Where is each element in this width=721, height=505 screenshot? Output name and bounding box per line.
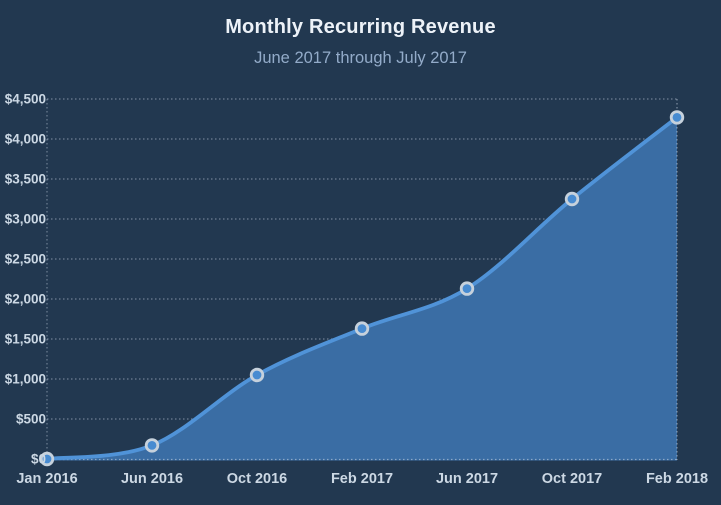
data-point-marker [669,110,685,125]
x-tick-label: Jun 2017 [436,471,498,487]
x-tick-label: Feb 2018 [646,471,708,487]
y-tick-label: $0 [31,452,46,467]
y-tick-label: $2,500 [5,252,46,267]
y-tick-label: $4,000 [5,132,46,147]
chart-subtitle: June 2017 through July 2017 [254,49,467,67]
data-point-marker [144,438,160,453]
data-point-marker [354,321,370,336]
y-tick-label: $2,000 [5,292,46,307]
revenue-area [47,117,677,461]
x-tick-label: Feb 2017 [331,471,393,487]
x-tick-label: Jan 2016 [16,471,77,487]
data-point-marker [39,451,55,467]
y-tick-label: $4,500 [5,92,46,107]
data-point-marker [249,367,265,383]
x-tick-label: Oct 2017 [542,471,602,487]
y-tick-label: $1,000 [5,372,46,387]
data-point-marker [564,191,580,207]
x-tick-label: Oct 2016 [227,471,287,487]
y-tick-label: $500 [16,412,46,427]
y-tick-label: $3,500 [5,172,46,187]
y-tick-label: $3,000 [5,212,46,227]
data-point-marker [459,281,475,296]
y-tick-label: $1,500 [5,332,46,347]
x-tick-label: Jun 2016 [121,471,183,487]
chart-title: Monthly Recurring Revenue [225,16,496,38]
